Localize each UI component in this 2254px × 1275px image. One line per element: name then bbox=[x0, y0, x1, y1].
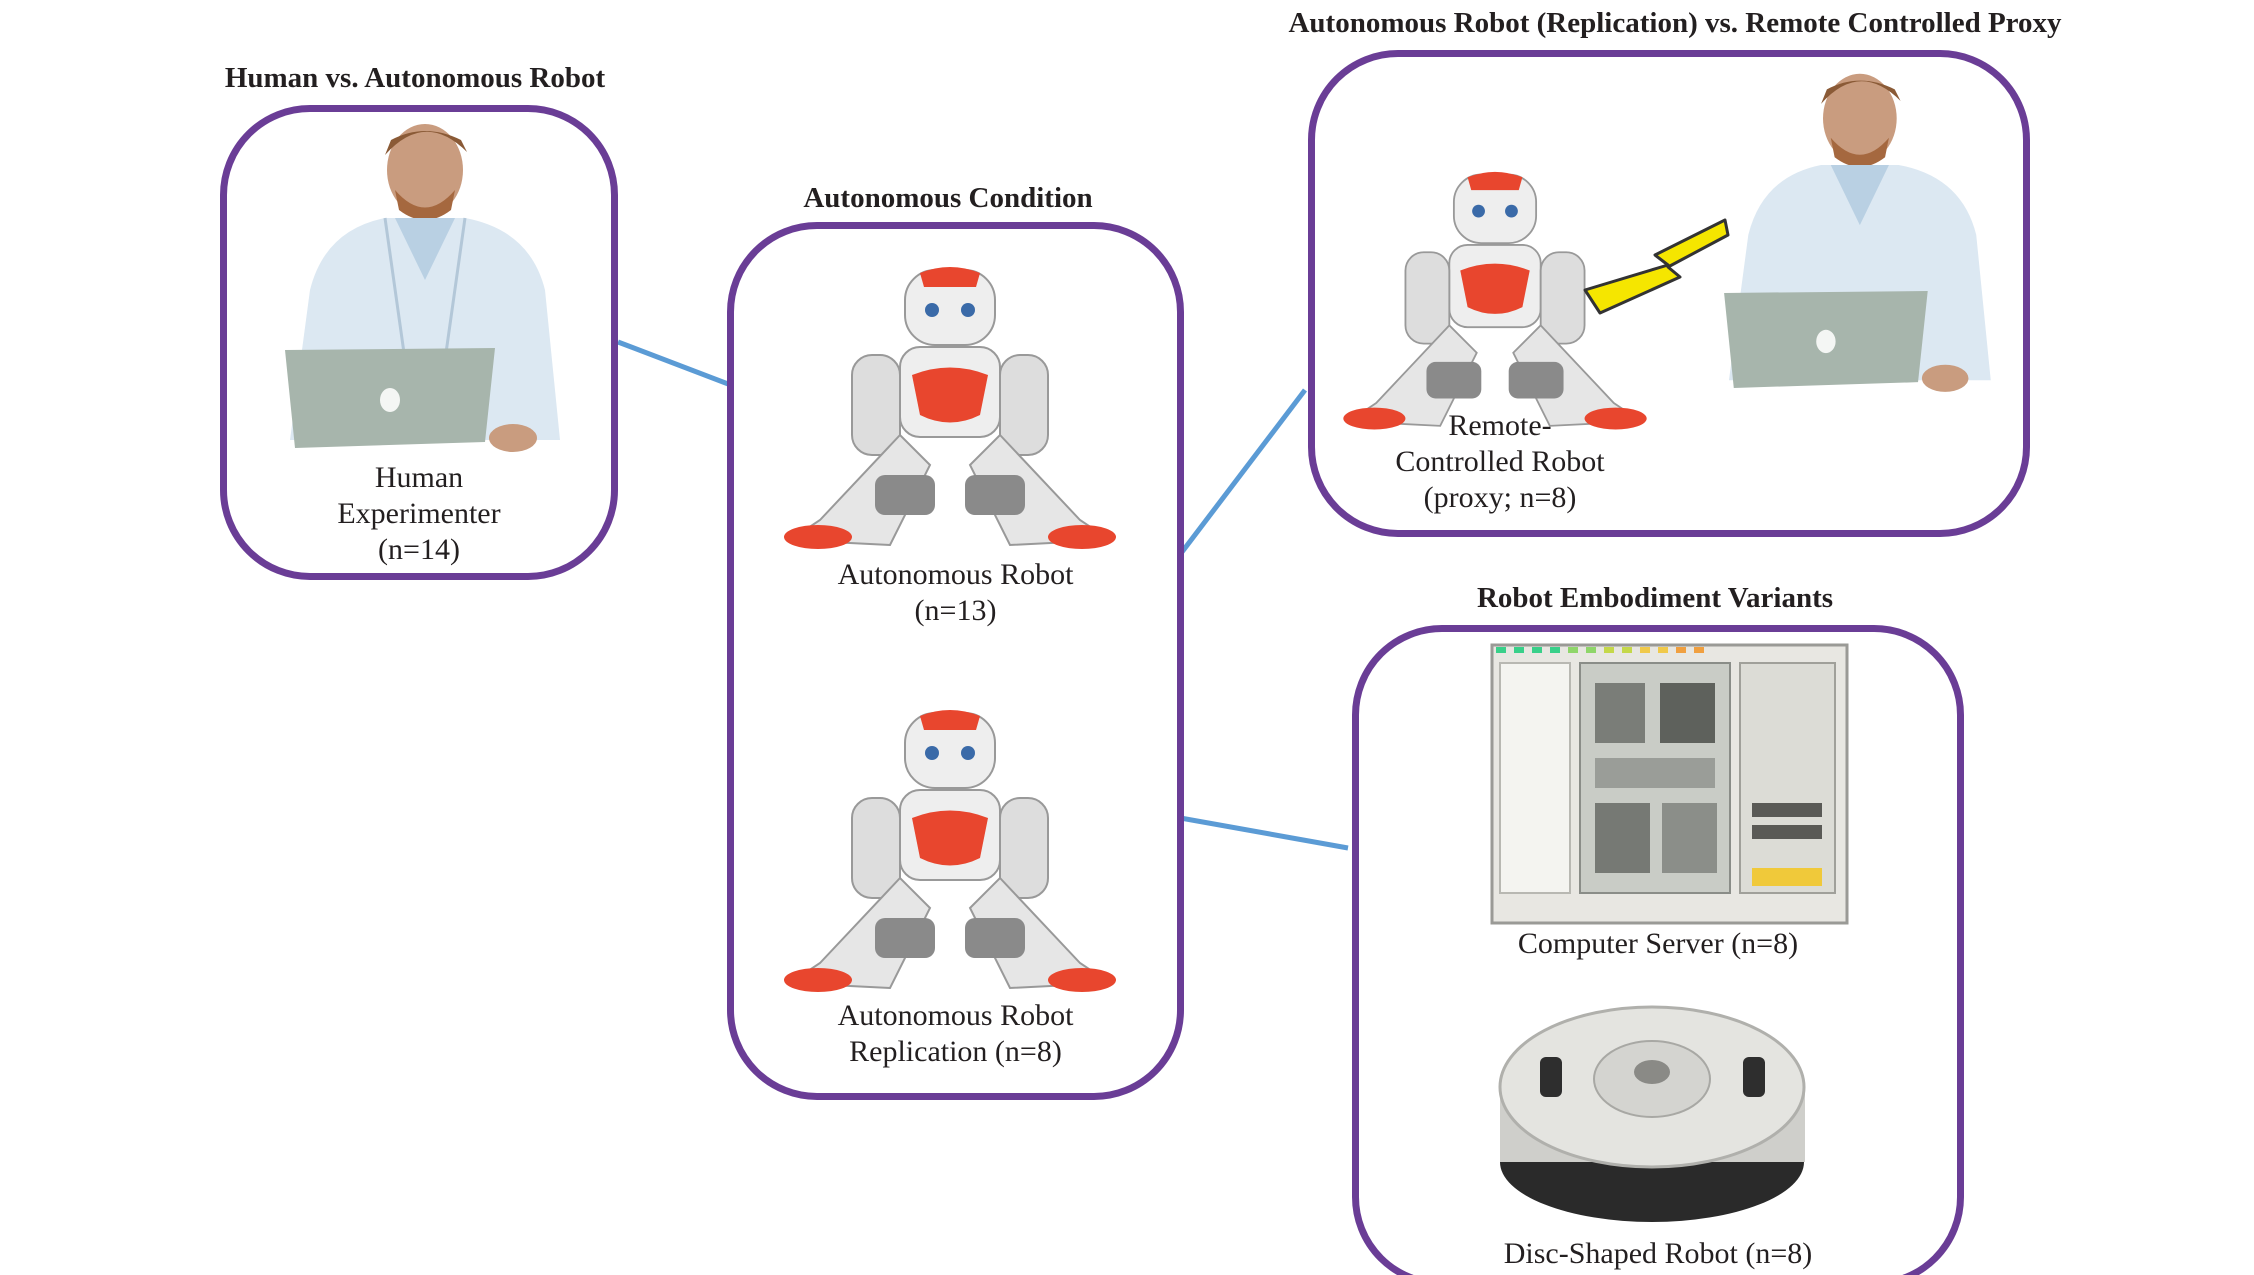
person-with-laptop-icon bbox=[285, 124, 560, 452]
computer-server-label: Computer Server (n=8) bbox=[1517, 927, 1799, 960]
humanoid-robot-replication-icon bbox=[784, 710, 1116, 992]
proxy-caption-line-1: Remote- bbox=[1448, 409, 1552, 442]
panel-title-autonomous: Autonomous Condition bbox=[803, 182, 1093, 214]
autonomous-robot-label: Autonomous Robot (n=13) bbox=[727, 557, 1184, 629]
panel-title-variants: Robot Embodiment Variants bbox=[1476, 582, 1834, 614]
computer-server-icon bbox=[1490, 643, 1849, 925]
remote-controlled-robot-label: Remote- Controlled Robot (proxy; n=8) bbox=[1360, 408, 1640, 516]
autonomous-robot-line-1: Autonomous Robot bbox=[837, 558, 1074, 591]
human-caption-line-2: Experimenter bbox=[337, 497, 501, 530]
lightning-bolt-icon bbox=[1583, 218, 1730, 315]
autonomous-robot-line-2: (n=13) bbox=[914, 594, 997, 627]
human-caption-line-3: (n=14) bbox=[378, 533, 460, 566]
human-caption-line-1: Human bbox=[374, 461, 464, 494]
disc-robot-icon bbox=[1498, 1005, 1806, 1222]
humanoid-robot-icon bbox=[784, 267, 1116, 549]
proxy-robot-icon bbox=[1343, 171, 1647, 430]
panel-title-human: Human vs. Autonomous Robot bbox=[224, 62, 606, 94]
replication-line-2: Replication (n=8) bbox=[849, 1035, 1062, 1068]
panel-title-proxy: Autonomous Robot (Replication) vs. Remot… bbox=[1288, 7, 2062, 39]
disc-shaped-robot-label: Disc-Shaped Robot (n=8) bbox=[1503, 1237, 1813, 1270]
proxy-caption-line-2: Controlled Robot bbox=[1395, 445, 1605, 478]
autonomous-replication-label: Autonomous Robot Replication (n=8) bbox=[727, 998, 1184, 1070]
remote-operator-icon bbox=[1724, 73, 1991, 392]
proxy-caption-line-3: (proxy; n=8) bbox=[1423, 481, 1577, 514]
replication-line-1: Autonomous Robot bbox=[837, 999, 1074, 1032]
human-experimenter-label: Human Experimenter (n=14) bbox=[220, 460, 618, 568]
